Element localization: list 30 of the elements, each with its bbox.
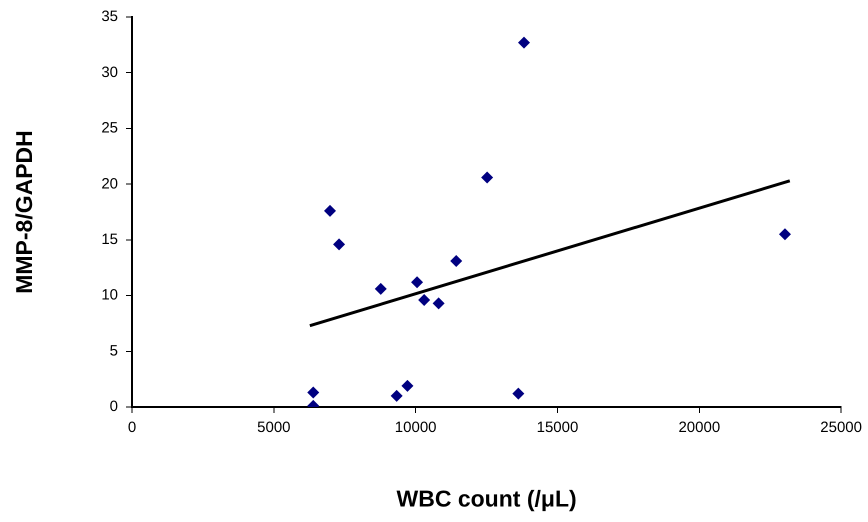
y-tick-label: 0 <box>110 398 118 416</box>
y-axis-title: MMP-8/GAPDH <box>11 130 38 294</box>
point <box>401 380 414 392</box>
y-tick-label: 20 <box>101 175 118 192</box>
point <box>390 390 403 402</box>
x-tick-label: 20000 <box>678 419 720 436</box>
point <box>418 294 430 306</box>
y-tick-label: 5 <box>110 342 118 360</box>
x-axis-title: WBC count (/μL) <box>396 486 577 512</box>
point <box>411 276 424 288</box>
x-tick-label: 15000 <box>536 419 578 436</box>
y-tick-label: 15 <box>101 231 118 248</box>
x-tick-label: 10000 <box>394 419 437 436</box>
point <box>374 282 387 295</box>
point <box>481 171 494 184</box>
point <box>450 255 462 268</box>
point <box>778 228 791 240</box>
point <box>518 36 530 49</box>
point <box>512 388 524 400</box>
point <box>307 386 320 399</box>
x-tick-label: 0 <box>128 419 136 436</box>
point <box>333 238 346 250</box>
y-tick-label: 35 <box>101 8 118 26</box>
point <box>324 204 336 217</box>
y-tick-label: 30 <box>101 64 118 81</box>
x-tick-label: 5000 <box>257 419 291 436</box>
x-tick-label: 25000 <box>820 419 862 436</box>
y-tick-label: 10 <box>101 286 118 304</box>
y-tick-label: 25 <box>101 120 118 137</box>
point <box>432 297 445 310</box>
